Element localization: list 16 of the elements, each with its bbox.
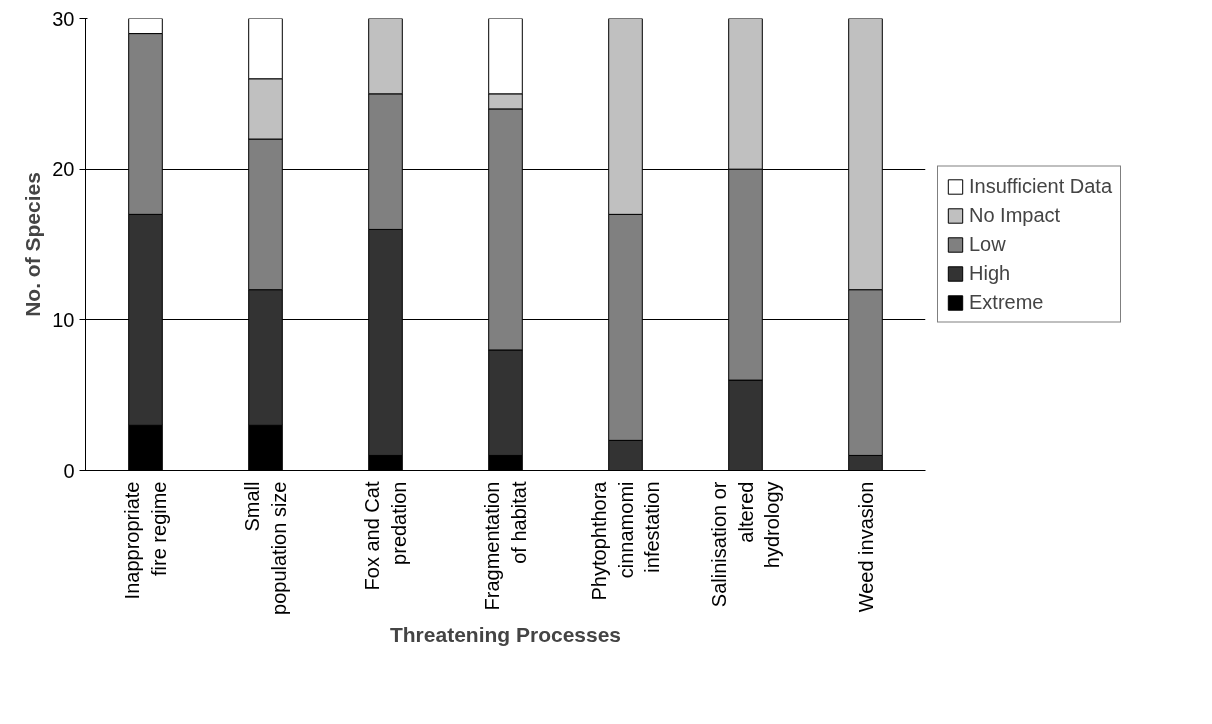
x-axis-title: Threatening Processes [389, 622, 622, 646]
x-tick-label: Phytophthora cinnamomi infestation [588, 480, 663, 601]
x-tick-label: Fox and Cat predation [361, 481, 410, 591]
legend-label: No Impact [969, 203, 1061, 227]
y-tick-label: 30 [52, 7, 75, 30]
legend-label: Extreme [969, 290, 1044, 314]
legend-label: Insufficient Data [969, 174, 1113, 198]
y-tick-label: 0 [63, 459, 75, 482]
x-tick-label: Inappropriate fire regime [121, 481, 170, 600]
x-tick-label: Fragmentation of habitat [481, 481, 530, 611]
y-axis-title: No. of Species [21, 172, 45, 317]
y-tick-label: 10 [52, 308, 75, 331]
y-tick-label: 20 [52, 158, 75, 181]
legend-label: Low [969, 232, 1006, 256]
x-tick-label: Weed invasion [854, 481, 877, 613]
legend-label: High [969, 261, 1011, 285]
